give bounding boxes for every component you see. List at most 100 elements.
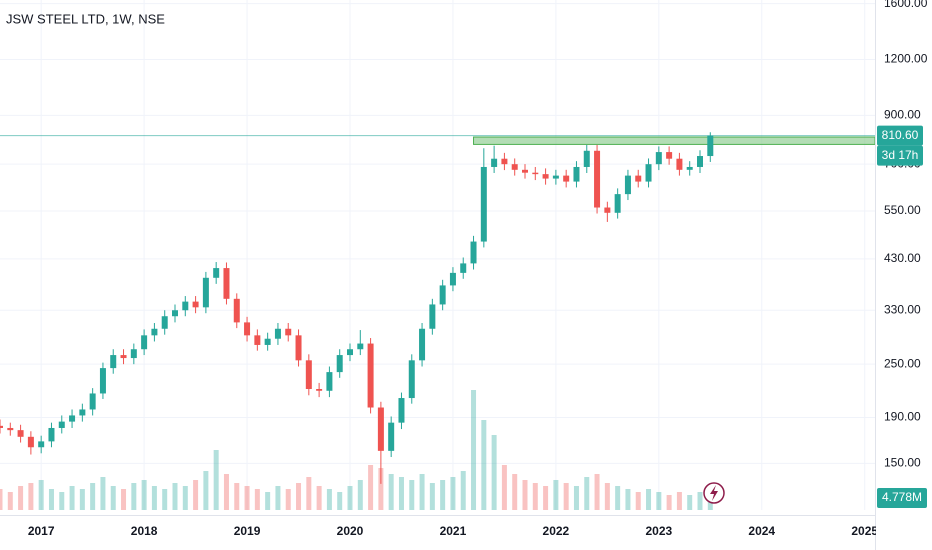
candle-body [120, 355, 127, 359]
volume-bar [193, 480, 199, 510]
candle-body [326, 372, 333, 391]
volume-bar [275, 486, 281, 510]
volume-bar [553, 480, 559, 510]
candle-body [264, 338, 271, 345]
candle-body [563, 175, 570, 182]
x-tick-label: 2025 [851, 524, 878, 538]
y-tick-label: 250.00 [884, 356, 921, 370]
volume-bar [357, 480, 363, 510]
candle-body [274, 328, 281, 339]
candle-body [254, 335, 261, 345]
candle-body [532, 172, 539, 175]
candle-body [223, 268, 230, 299]
volume-bar [337, 492, 343, 510]
candle-body [573, 166, 580, 182]
x-tick-label: 2017 [28, 524, 55, 538]
x-tick-label: 2020 [337, 524, 364, 538]
candle-body [408, 360, 415, 399]
volume-bar [584, 477, 590, 510]
last-price-label: 810.60 [882, 128, 919, 142]
candle-body [491, 158, 498, 167]
candle-body [316, 389, 323, 391]
x-tick-label: 2019 [234, 524, 261, 538]
volume-bar [450, 477, 456, 510]
volume-bar [563, 483, 569, 510]
candle-body [244, 322, 251, 336]
candle-body [99, 368, 106, 394]
candle-body [7, 427, 14, 431]
volume-bar [162, 489, 168, 510]
candle-body [522, 169, 528, 173]
volume-bar [265, 492, 271, 510]
candle-body [38, 441, 45, 448]
candle-body [645, 164, 652, 182]
candle-body [624, 175, 631, 195]
volume-bar [512, 474, 518, 510]
x-tick-label: 2023 [645, 524, 672, 538]
candle-body [686, 166, 693, 170]
volume-bar [316, 486, 322, 510]
volume-bar [38, 480, 44, 510]
y-tick-label: 550.00 [884, 203, 921, 217]
volume-bar [234, 483, 240, 510]
candle-body [347, 349, 353, 356]
volume-bar [151, 486, 157, 510]
countdown-badge [877, 145, 923, 166]
candle-body [439, 285, 446, 305]
volume-bar [110, 486, 116, 510]
candle-body [583, 150, 590, 167]
volume-bar [172, 483, 178, 510]
candle-body [367, 343, 374, 408]
volume-bar [666, 495, 672, 510]
candle-body [676, 158, 683, 170]
candle-body [336, 355, 343, 373]
y-tick-label: 190.00 [884, 410, 921, 424]
candle-body [233, 298, 240, 323]
candle-body [707, 135, 714, 157]
candle-body [552, 175, 559, 179]
volume-bar [296, 483, 302, 510]
volume-bar [326, 489, 332, 510]
volume-bar [368, 465, 374, 510]
x-tick-label: 2021 [440, 524, 467, 538]
candle-body [635, 175, 642, 182]
chart-title: JSW STEEL LTD, 1W, NSE [6, 11, 165, 26]
event-icon-bolt [710, 485, 718, 501]
candle-body [79, 409, 86, 416]
volume-bar [347, 486, 353, 510]
candle-body [0, 425, 3, 428]
candle-body [141, 335, 148, 350]
volume-bar [7, 492, 13, 510]
volume-bar [635, 492, 641, 510]
volume-bar [100, 477, 106, 510]
y-tick-label: 1600.00 [884, 0, 928, 10]
volume-bar [141, 480, 147, 510]
candle-body [377, 407, 384, 451]
y-tick-label: 1200.00 [884, 52, 928, 66]
volume-bar [121, 489, 127, 510]
candle-body [604, 207, 611, 213]
volume-bar [182, 486, 188, 510]
volume-bar [79, 489, 85, 510]
candle-body [151, 328, 158, 336]
volume-bar [18, 486, 24, 510]
candle-body [110, 355, 117, 369]
volume-bar [532, 483, 538, 510]
y-tick-label: 900.00 [884, 108, 921, 122]
volume-bar [419, 474, 425, 510]
volume-bar [90, 483, 96, 510]
volume-bar [676, 492, 682, 510]
volume-bar [481, 420, 487, 510]
candle-body [58, 421, 65, 428]
y-tick-label: 330.00 [884, 302, 921, 316]
volume-bar [285, 489, 291, 510]
candle-body [501, 158, 508, 165]
volume-bar [656, 492, 662, 510]
volume-bar [48, 489, 54, 510]
volume-bar [594, 474, 600, 510]
candle-body [470, 241, 477, 264]
volume-bar [244, 486, 250, 510]
zone [473, 136, 876, 145]
volume-bar [604, 483, 610, 510]
